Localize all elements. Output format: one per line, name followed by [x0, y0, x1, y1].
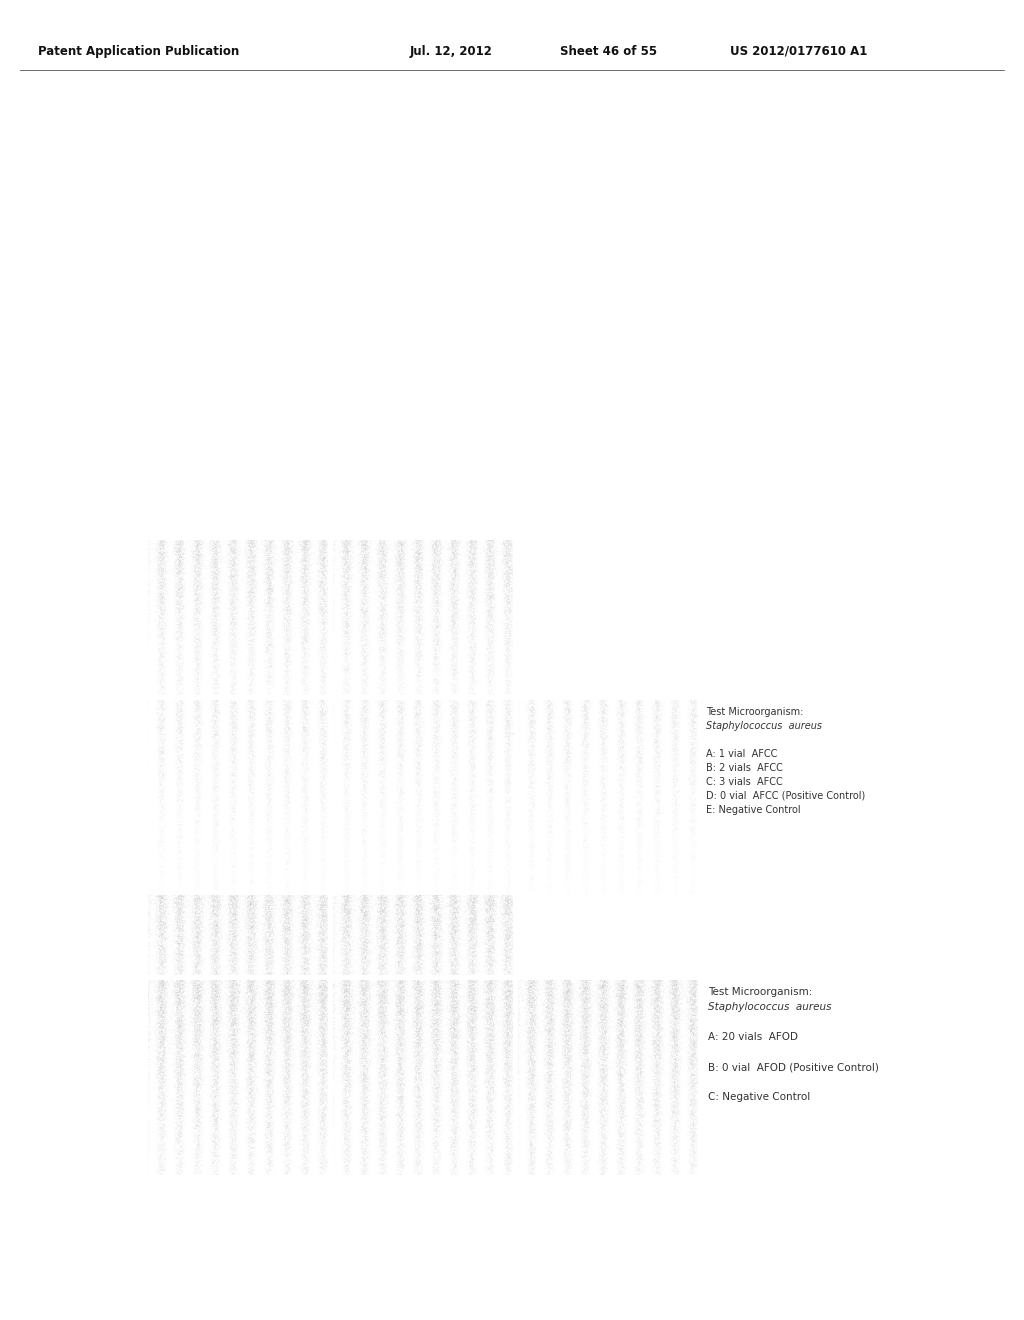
Text: A: 1 vial  AFCC: A: 1 vial AFCC	[706, 748, 777, 759]
Text: FIG. 63: FIG. 63	[480, 1001, 544, 1019]
Text: 40h: 40h	[486, 704, 505, 714]
Text: Staphylococcus  aureus: Staphylococcus aureus	[708, 1002, 831, 1012]
Text: 1h: 1h	[307, 704, 319, 714]
Text: Staphylococcus  aureus: Staphylococcus aureus	[706, 721, 822, 731]
Text: A: A	[183, 1130, 193, 1143]
Text: B: B	[233, 1130, 243, 1143]
Text: d: d	[253, 847, 260, 857]
Text: e: e	[283, 847, 290, 857]
Text: 64h: 64h	[282, 824, 300, 834]
Text: C: C	[283, 1130, 292, 1143]
Text: 72h: 72h	[486, 544, 505, 554]
Text: A: 20 vials  AFOD: A: 20 vials AFOD	[708, 1032, 798, 1041]
Text: E: Negative Control: E: Negative Control	[706, 805, 801, 814]
Text: Test Microorganism:: Test Microorganism:	[706, 708, 804, 717]
Text: FIG. 64: FIG. 64	[480, 721, 544, 739]
Text: Test Microorganism:: Test Microorganism:	[708, 987, 812, 997]
Text: a: a	[163, 847, 170, 857]
Text: B: 2 vials  AFCC: B: 2 vials AFCC	[706, 763, 783, 774]
Text: 64h: 64h	[301, 544, 319, 554]
Text: 24h: 24h	[282, 983, 300, 994]
Text: Patent Application Publication: Patent Application Publication	[38, 45, 240, 58]
Text: 48h: 48h	[651, 983, 670, 994]
Text: US 2012/0177610 A1: US 2012/0177610 A1	[730, 45, 867, 58]
Text: Jul. 12, 2012: Jul. 12, 2012	[410, 45, 493, 58]
Text: 48h: 48h	[672, 704, 690, 714]
Text: 40h: 40h	[467, 983, 485, 994]
Text: c: c	[223, 847, 229, 857]
Text: 72h: 72h	[466, 824, 485, 834]
Text: C: Negative Control: C: Negative Control	[708, 1092, 810, 1102]
Text: b: b	[193, 847, 200, 857]
Text: Sheet 46 of 55: Sheet 46 of 55	[560, 45, 657, 58]
Text: C: 3 vials  AFCC: C: 3 vials AFCC	[706, 777, 782, 787]
Text: B: 0 vial  AFOD (Positive Control): B: 0 vial AFOD (Positive Control)	[708, 1063, 879, 1072]
Text: D: 0 vial  AFCC (Positive Control): D: 0 vial AFCC (Positive Control)	[706, 791, 865, 801]
